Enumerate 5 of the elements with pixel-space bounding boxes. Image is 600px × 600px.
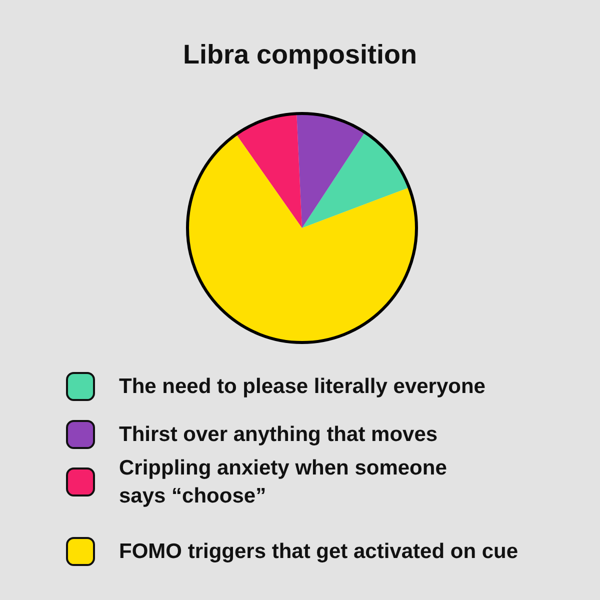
- legend-label: FOMO triggers that get activated on cue: [119, 540, 518, 563]
- chart-title: Libra composition: [182, 40, 418, 70]
- legend-label: The need to please literally everyone: [119, 375, 486, 398]
- legend-label: Crippling anxiety when someone says “choose”: [119, 456, 447, 508]
- legend-label: Thirst over anything that moves: [119, 423, 438, 446]
